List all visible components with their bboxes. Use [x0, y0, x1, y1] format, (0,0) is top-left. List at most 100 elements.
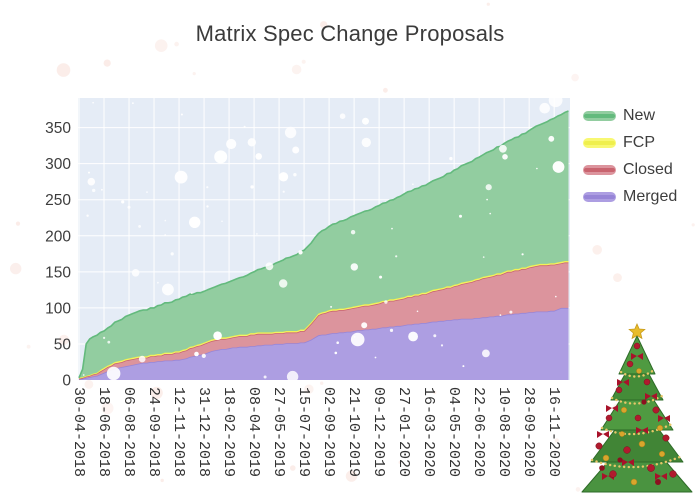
- line-new: [78, 110, 569, 379]
- snowflake: [350, 230, 356, 235]
- snowflake: [121, 200, 125, 204]
- background-snowflake: [320, 381, 324, 385]
- snowflake: [459, 214, 462, 218]
- x-tick-label: 30-04-2018: [70, 387, 87, 477]
- snowflake: [379, 275, 383, 279]
- snowflake: [164, 219, 167, 222]
- snowflake: [127, 205, 131, 209]
- snowflake: [536, 167, 538, 170]
- y-tick-label: 0: [62, 373, 71, 390]
- background-snowflake: [301, 59, 306, 64]
- snowflake: [485, 184, 492, 191]
- snowflake: [243, 125, 246, 128]
- background-snowflake: [571, 73, 579, 82]
- snowflake: [408, 331, 418, 342]
- tree-foliage: [581, 335, 693, 493]
- snowflake: [499, 144, 507, 153]
- x-tick-label: 10-08-2020: [495, 387, 512, 477]
- tree-garland: [590, 368, 684, 469]
- christmas-tree-image: [581, 323, 693, 493]
- snowflake: [92, 101, 94, 104]
- background-snowflake: [26, 344, 31, 349]
- snowflake: [548, 93, 563, 108]
- snowflake: [131, 269, 140, 277]
- legend-swatch-closed: [583, 165, 616, 175]
- area-new[interactable]: [79, 111, 569, 378]
- snowflake: [350, 263, 358, 271]
- snowflake: [499, 314, 502, 316]
- x-tick-label: 02-09-2019: [320, 387, 337, 477]
- background-snowflake: [160, 478, 164, 483]
- snowflake: [265, 262, 274, 271]
- snowflake: [255, 153, 262, 160]
- x-tick-label: 24-09-2018: [145, 387, 162, 477]
- x-tick-label: 15-07-2019: [295, 387, 312, 477]
- y-tick-label: 350: [45, 120, 71, 137]
- background-snowflake: [192, 72, 196, 76]
- snowflake: [412, 183, 414, 185]
- legend-item-closed[interactable]: Closed: [583, 162, 677, 178]
- background-snowflake: [101, 402, 114, 415]
- x-tick-label: 22-06-2020: [470, 387, 487, 477]
- snowflake: [330, 305, 333, 308]
- snowflake: [416, 310, 419, 313]
- snowflake: [87, 177, 96, 186]
- legend-item-fcp[interactable]: FCP: [583, 135, 677, 151]
- snowflake: [191, 292, 193, 294]
- snowflake: [201, 353, 206, 358]
- snowflake: [214, 150, 228, 164]
- snowflake: [86, 214, 89, 217]
- x-tick-label: 28-09-2020: [520, 387, 537, 477]
- snowflake: [482, 349, 490, 358]
- x-tick-label: 27-01-2020: [395, 387, 412, 477]
- background-snowflake: [84, 380, 94, 389]
- tree-ornaments-darkred: [599, 399, 661, 485]
- snowflake: [263, 375, 267, 379]
- tree-star-icon: [628, 323, 646, 340]
- area-merged[interactable]: [79, 307, 569, 380]
- legend-item-merged[interactable]: Merged: [583, 189, 677, 205]
- legend-label: New: [623, 107, 656, 124]
- chart-legend: New FCP Closed Merged: [583, 108, 677, 216]
- background-snowflake: [613, 273, 622, 282]
- snowflake: [339, 113, 346, 119]
- snowflake: [164, 234, 167, 236]
- background-snowflake: [554, 438, 559, 443]
- snowflake: [106, 366, 121, 381]
- snowflake: [298, 250, 303, 255]
- x-tick-label: 18-02-2019: [220, 387, 237, 477]
- background-snowflake: [10, 262, 22, 275]
- snowflake: [138, 355, 146, 363]
- snowflake: [334, 351, 338, 355]
- snowflake: [482, 256, 485, 258]
- x-tick-label: 21-10-2019: [345, 387, 362, 477]
- snowflake: [82, 374, 85, 376]
- snowflake: [132, 102, 134, 104]
- snowflake: [509, 310, 513, 314]
- snowflake: [502, 154, 508, 160]
- snowflake: [555, 295, 557, 298]
- background-snowflake: [154, 39, 168, 52]
- legend-label: Closed: [623, 161, 673, 178]
- snowflake: [336, 341, 340, 345]
- background-snowflake: [398, 460, 402, 464]
- snowflake: [361, 322, 368, 329]
- snowflake: [486, 198, 488, 201]
- background-snowflake: [575, 487, 581, 492]
- y-tick-label: 250: [45, 192, 71, 209]
- snowflake: [88, 171, 90, 174]
- x-tick-label: 04-05-2020: [445, 387, 462, 477]
- background-snowflake: [345, 470, 358, 482]
- legend-swatch-line: [584, 114, 615, 118]
- axis-labels: 0 50 100 150 200 250 300 350 30-04-2018 18-06-201…: [45, 120, 562, 477]
- legend-item-new[interactable]: New: [583, 108, 677, 124]
- snowflake: [292, 146, 300, 154]
- x-tick-label: 31-12-2018: [195, 387, 212, 477]
- background-snowflake: [411, 33, 415, 37]
- snowflake: [284, 126, 297, 139]
- snowflake: [440, 344, 444, 347]
- background-snowflake: [15, 221, 21, 226]
- area-closed[interactable]: [79, 262, 569, 380]
